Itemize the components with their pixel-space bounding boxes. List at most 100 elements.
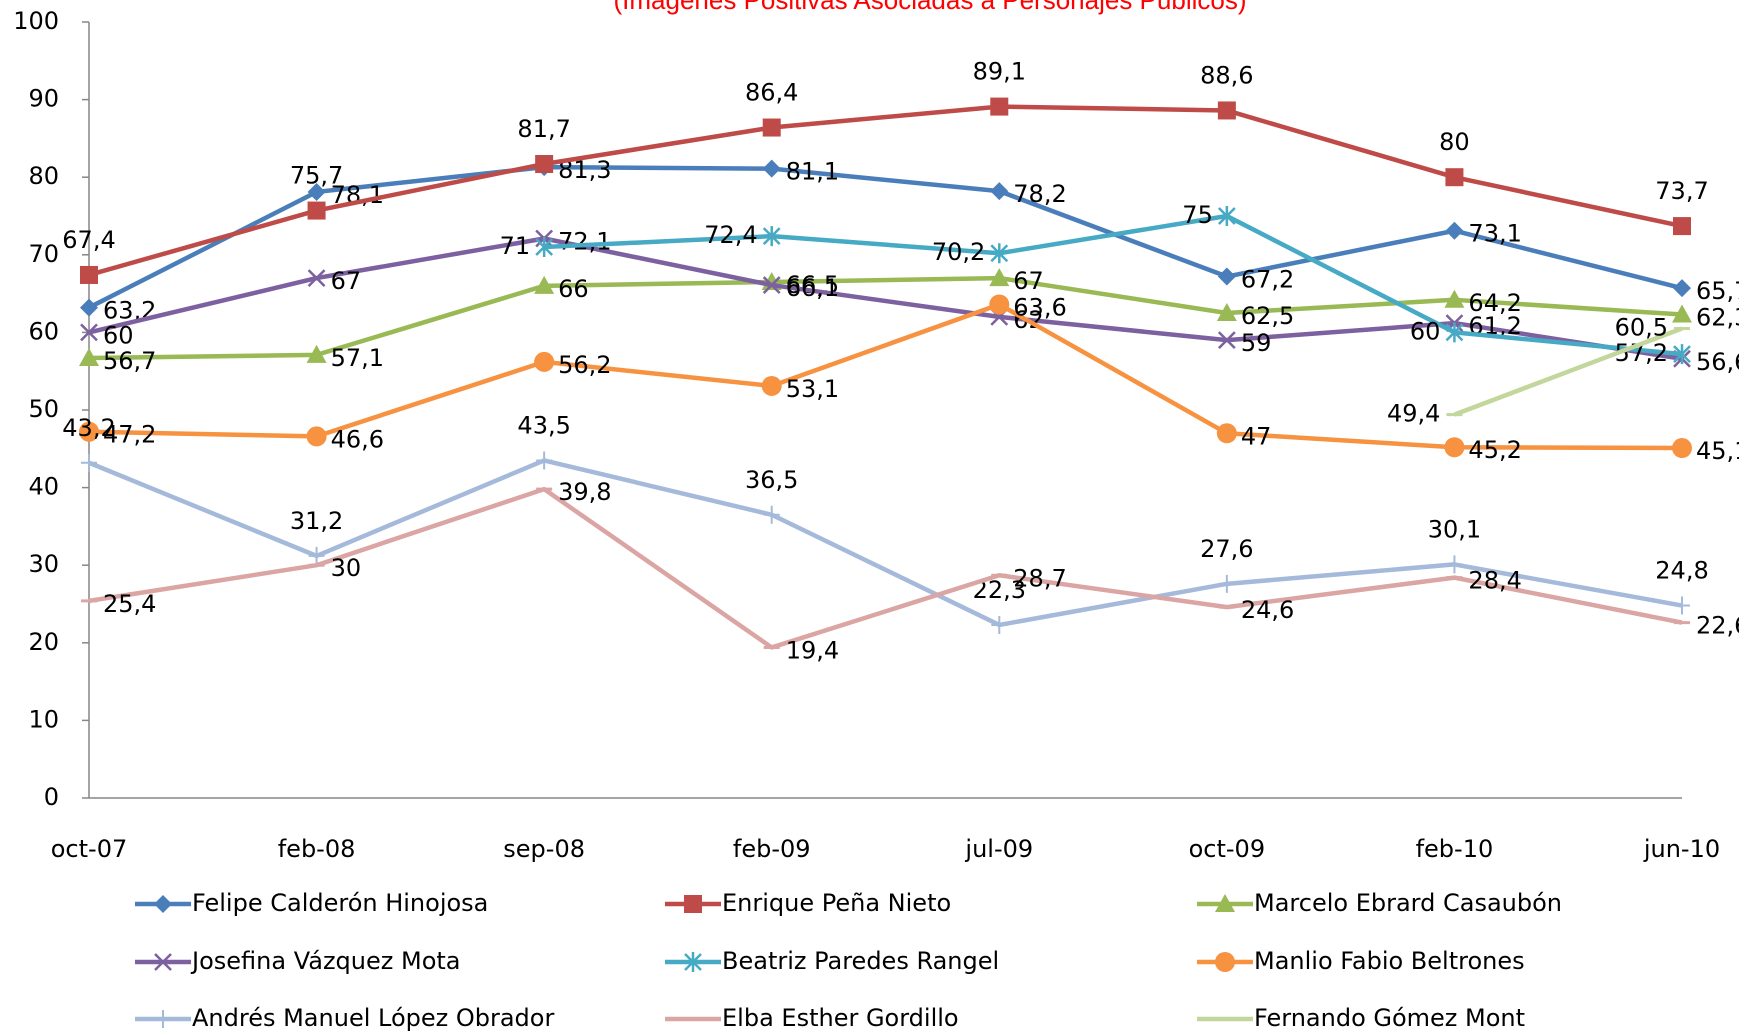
data-label: 31,2 bbox=[290, 507, 343, 535]
marker bbox=[990, 182, 1009, 201]
legend-marker bbox=[1215, 952, 1235, 972]
legend-item: Felipe Calderón Hinojosa bbox=[135, 889, 488, 917]
marker bbox=[1218, 574, 1235, 593]
data-label: 88,6 bbox=[1200, 61, 1253, 89]
marker bbox=[1445, 221, 1464, 240]
legend-item: Elba Esther Gordillo bbox=[665, 1004, 959, 1032]
marker bbox=[534, 275, 555, 294]
data-label: 28,4 bbox=[1468, 567, 1521, 595]
chart-title: (Imágenes Positivas Asociadas a Personaj… bbox=[614, 0, 1247, 15]
y-tick-label: 60 bbox=[28, 317, 59, 345]
y-tick-label: 80 bbox=[28, 162, 59, 190]
series-line bbox=[88, 458, 1683, 628]
y-tick-label: 100 bbox=[13, 7, 59, 35]
marker bbox=[1217, 101, 1236, 120]
data-label: 45,1 bbox=[1696, 437, 1739, 465]
data-label: 65,7 bbox=[1696, 277, 1739, 305]
marker bbox=[1444, 289, 1465, 308]
y-tick-label: 50 bbox=[28, 395, 59, 423]
marker bbox=[1673, 279, 1691, 298]
x-tick-label: feb-10 bbox=[1416, 835, 1494, 863]
legend-label: Enrique Peña Nieto bbox=[722, 889, 951, 917]
marker bbox=[762, 159, 781, 178]
data-label: 57,1 bbox=[331, 344, 384, 372]
data-label: 66 bbox=[558, 275, 589, 303]
data-label: 86,4 bbox=[745, 79, 798, 107]
marker bbox=[534, 351, 555, 372]
legend-label: Manlio Fabio Beltrones bbox=[1254, 947, 1525, 975]
data-label: 30 bbox=[331, 554, 362, 582]
marker bbox=[307, 182, 326, 201]
data-label: 30,1 bbox=[1428, 515, 1481, 543]
y-tick-label: 0 bbox=[44, 783, 59, 811]
data-label: 25,4 bbox=[103, 590, 156, 618]
data-label: 67,2 bbox=[1241, 266, 1294, 294]
y-tick-label: 30 bbox=[28, 550, 59, 578]
marker bbox=[1673, 217, 1691, 236]
marker bbox=[1216, 423, 1237, 444]
marker bbox=[80, 298, 98, 317]
data-label: 47,2 bbox=[103, 421, 156, 449]
x-tick-label: oct-09 bbox=[1189, 835, 1266, 863]
data-label: 73,1 bbox=[1468, 220, 1521, 248]
y-tick-label: 40 bbox=[28, 473, 59, 501]
marker bbox=[1217, 331, 1236, 350]
data-label: 67 bbox=[1013, 267, 1044, 295]
series: 67,4 75,7 81,7 86,4 89,1 88,6 80 73,7 bbox=[62, 58, 1709, 284]
data-label: 63,6 bbox=[1013, 293, 1066, 321]
series: 43,231,243,536,522,327,630,124,8 bbox=[62, 411, 1709, 634]
x-tick-label: oct-07 bbox=[51, 835, 128, 863]
data-label: 45,2 bbox=[1468, 436, 1521, 464]
legend-item: Manlio Fabio Beltrones bbox=[1197, 947, 1525, 975]
marker bbox=[991, 615, 1008, 634]
data-label: 59 bbox=[1241, 329, 1272, 357]
y-tick-label: 70 bbox=[28, 240, 59, 268]
marker bbox=[535, 237, 554, 258]
marker bbox=[763, 505, 780, 524]
data-label: 60 bbox=[1410, 317, 1441, 345]
data-label: 60 bbox=[103, 321, 134, 349]
data-label: 43,5 bbox=[517, 411, 570, 439]
marker bbox=[762, 276, 781, 294]
data-label: 60,5 bbox=[1615, 314, 1668, 342]
data-label: 70,2 bbox=[932, 238, 985, 266]
data-label: 66,1 bbox=[786, 274, 839, 302]
data-label: 72,1 bbox=[558, 228, 611, 256]
data-label: 72,4 bbox=[704, 221, 757, 249]
marker bbox=[1673, 344, 1691, 365]
marker bbox=[1674, 596, 1690, 615]
x-tick-label: sep-08 bbox=[503, 835, 585, 863]
data-label: 75,7 bbox=[290, 162, 343, 190]
series: 25,4 30 39,8 19,4 28,7 24,6 28,4 22,6 bbox=[81, 478, 1739, 664]
data-label: 53,1 bbox=[786, 375, 839, 403]
marker bbox=[306, 344, 327, 363]
series-line bbox=[88, 486, 1683, 650]
data-label: 56,6 bbox=[1696, 348, 1739, 376]
data-label: 46,6 bbox=[331, 425, 384, 453]
marker bbox=[79, 348, 99, 367]
data-label: 81,7 bbox=[517, 115, 570, 143]
legend-marker bbox=[155, 1010, 171, 1028]
data-label: 73,7 bbox=[1655, 177, 1708, 205]
series-line bbox=[1453, 326, 1683, 417]
data-label: 27,6 bbox=[1200, 535, 1253, 563]
legend-marker bbox=[154, 895, 172, 913]
data-label: 80 bbox=[1439, 128, 1470, 156]
data-label: 81,1 bbox=[786, 158, 839, 186]
series: 63,278,181,381,178,267,273,165,7 bbox=[80, 156, 1739, 325]
marker bbox=[762, 226, 781, 247]
series-line bbox=[88, 236, 1683, 362]
marker bbox=[1445, 322, 1464, 343]
marker bbox=[989, 268, 1010, 287]
data-label: 56,7 bbox=[103, 347, 156, 375]
series: 49,4 60,5 bbox=[1387, 314, 1690, 428]
legend-label: Marcelo Ebrard Casaubón bbox=[1254, 889, 1562, 917]
legend-label: Beatriz Paredes Rangel bbox=[722, 947, 999, 975]
legend-label: Josefina Vázquez Mota bbox=[190, 947, 461, 975]
series-line bbox=[87, 164, 1683, 310]
x-tick-label: jul-09 bbox=[964, 835, 1033, 863]
marker bbox=[1672, 304, 1692, 323]
data-label: 19,4 bbox=[786, 636, 839, 664]
